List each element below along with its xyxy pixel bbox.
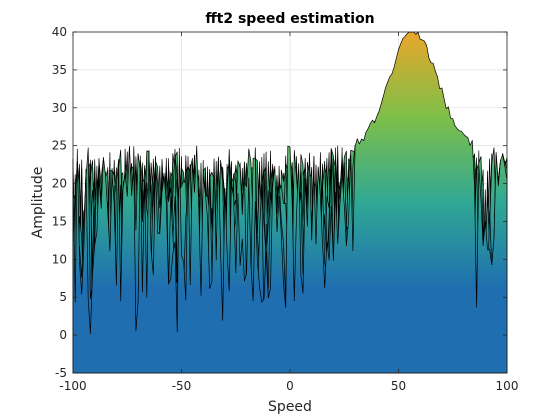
y-tick-label: 40 <box>52 25 67 39</box>
y-tick-label: 20 <box>52 177 67 191</box>
x-tick-label: 0 <box>286 379 294 393</box>
y-tick-label: 0 <box>59 328 67 342</box>
x-tick-label: 100 <box>496 379 519 393</box>
y-tick-label: 30 <box>52 101 67 115</box>
x-tick-label: -50 <box>172 379 192 393</box>
x-tick-label: 50 <box>391 379 406 393</box>
x-tick-label: -100 <box>59 379 86 393</box>
surface-plot <box>72 31 508 374</box>
y-tick-label: 5 <box>59 290 67 304</box>
y-tick-label: 10 <box>52 252 67 266</box>
y-tick-label: 15 <box>52 214 67 228</box>
y-tick-label: -5 <box>55 366 67 380</box>
surface-slice <box>72 31 508 374</box>
y-axis-label: Amplitude <box>30 167 46 239</box>
x-axis-label: Speed <box>268 399 312 415</box>
y-tick-label: 25 <box>52 139 67 153</box>
y-tick-label: 35 <box>52 63 67 77</box>
chart-title: fft2 speed estimation <box>205 11 374 27</box>
